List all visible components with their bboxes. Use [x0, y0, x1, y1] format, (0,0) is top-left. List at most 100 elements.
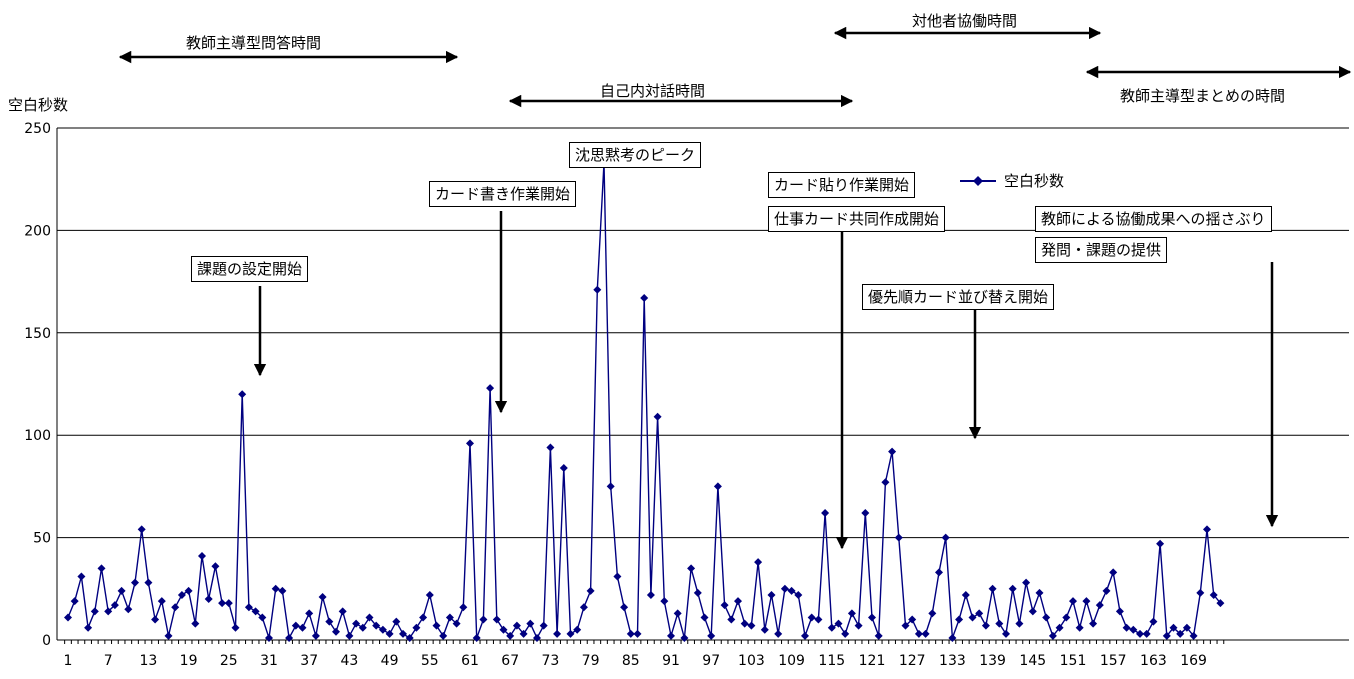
data-point — [1156, 539, 1165, 548]
x-tick-label: 25 — [220, 653, 238, 669]
y-tick-label: 150 — [24, 326, 51, 342]
x-tick-label: 13 — [139, 653, 157, 669]
data-point — [419, 613, 428, 622]
annotation-card-pasting: カード貼り作業開始 — [768, 172, 916, 198]
data-point — [1149, 617, 1158, 626]
x-tick-label: 169 — [1180, 653, 1207, 669]
data-point — [620, 603, 629, 612]
data-point — [693, 588, 702, 597]
data-point — [439, 631, 448, 640]
x-tick-label: 19 — [180, 653, 198, 669]
data-point — [110, 601, 119, 610]
data-point — [244, 603, 253, 612]
data-point — [700, 613, 709, 622]
data-point — [425, 590, 434, 599]
data-point — [204, 595, 213, 604]
x-tick-label: 91 — [662, 653, 680, 669]
data-point — [747, 621, 756, 630]
data-point — [586, 586, 595, 595]
data-point — [626, 629, 635, 638]
data-point — [1055, 623, 1064, 632]
data-point — [412, 623, 421, 632]
data-point — [224, 599, 233, 608]
data-point — [499, 625, 508, 634]
phase-label-teacher-qa: 教師主導型問答時間 — [186, 34, 322, 52]
data-point — [392, 617, 401, 626]
data-point — [914, 629, 923, 638]
data-point — [117, 586, 126, 595]
data-point — [1196, 588, 1205, 597]
x-tick-label: 97 — [702, 653, 720, 669]
data-point — [265, 633, 273, 642]
data-point — [472, 633, 481, 642]
data-point — [506, 631, 515, 640]
data-point — [968, 613, 977, 622]
data-point — [291, 621, 300, 630]
data-point — [874, 631, 883, 640]
x-tick-label: 73 — [541, 653, 559, 669]
data-point — [90, 607, 99, 616]
data-point — [177, 590, 186, 599]
data-point — [955, 615, 964, 624]
x-tick-label: 127 — [899, 653, 926, 669]
x-tick-label: 85 — [622, 653, 640, 669]
data-point — [70, 597, 79, 606]
data-point — [399, 629, 407, 638]
data-point — [1216, 599, 1225, 608]
data-point — [365, 613, 374, 622]
data-point — [1182, 623, 1191, 632]
data-point — [935, 568, 943, 577]
data-point — [251, 607, 260, 616]
data-point — [807, 613, 816, 622]
data-point — [77, 572, 86, 581]
data-point — [358, 623, 367, 632]
data-point — [667, 631, 675, 640]
data-point — [258, 613, 267, 622]
data-point — [1002, 629, 1010, 638]
data-point — [345, 631, 354, 640]
data-point — [466, 439, 474, 448]
data-point — [445, 613, 454, 622]
y-tick-label: 50 — [33, 531, 51, 547]
data-point — [285, 633, 294, 642]
data-point — [238, 390, 247, 399]
data-point — [519, 629, 528, 638]
data-point — [754, 558, 763, 567]
data-point — [184, 586, 193, 595]
data-point — [198, 552, 206, 561]
data-point — [492, 615, 501, 624]
data-point — [847, 609, 856, 618]
legend-marker-icon — [960, 175, 996, 186]
data-point — [841, 629, 850, 638]
data-point — [881, 478, 890, 487]
x-tick-label: 31 — [260, 653, 278, 669]
data-point — [164, 631, 173, 640]
data-point — [1115, 607, 1124, 616]
data-point — [1122, 623, 1131, 632]
data-point — [553, 629, 562, 638]
data-point — [1162, 631, 1171, 640]
annotation-reflection-peak: 沈思黙考のピーク — [569, 142, 702, 168]
data-point — [1022, 578, 1031, 587]
data-point — [633, 629, 642, 638]
data-point — [640, 293, 649, 302]
data-point — [894, 533, 903, 542]
data-point — [995, 619, 1004, 628]
data-point — [1008, 584, 1017, 593]
phase-label-collaboration: 対他者協働時間 — [912, 12, 1018, 30]
data-point — [546, 443, 555, 452]
annotation-task-setting: 課題の設定開始 — [191, 256, 309, 282]
data-point — [988, 584, 997, 593]
x-tick-label: 157 — [1100, 653, 1127, 669]
data-point — [318, 592, 327, 601]
data-point — [981, 621, 990, 630]
data-point — [559, 463, 568, 472]
data-point — [948, 633, 957, 642]
y-tick-label: 100 — [24, 428, 51, 444]
data-point — [606, 482, 615, 491]
data-point — [137, 525, 146, 534]
data-point — [888, 447, 897, 456]
x-tick-label: 1 — [64, 653, 73, 669]
data-point — [452, 619, 461, 628]
